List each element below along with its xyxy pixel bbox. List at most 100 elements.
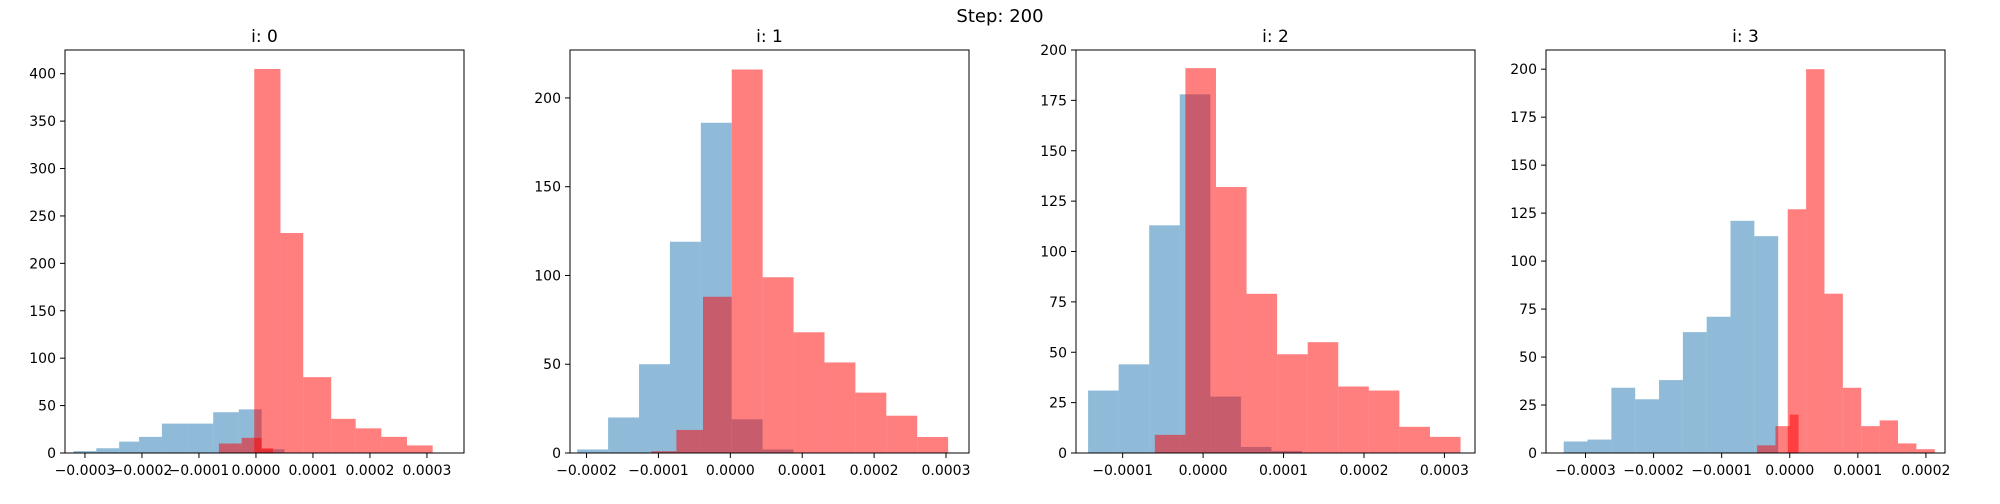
xtick-label-1-3: 0.0001 (778, 463, 827, 479)
bar-blue-4 (1659, 380, 1683, 453)
bar-red-0 (1154, 434, 1186, 453)
bar-red-1 (1185, 68, 1216, 453)
bar-red-2 (703, 296, 732, 453)
bar-red-7 (1861, 426, 1880, 453)
xtick-label-1-2: 0.0000 (706, 463, 755, 479)
ytick-label-1-2: 100 (534, 268, 561, 284)
bar-blue-0 (73, 451, 97, 453)
bar-red-5 (303, 377, 332, 453)
bar-red-9 (917, 437, 949, 453)
subplot-1: i: 1 0 50 100 150 200 −0.0002 −0.0001 0.0000 0.00… (534, 27, 970, 479)
bar-red-6 (1338, 386, 1369, 453)
bar-red-9 (1429, 436, 1461, 453)
bar-blue-3 (139, 436, 162, 453)
subplot-title-2: i: 2 (1262, 27, 1289, 47)
bar-red-4 (1277, 354, 1308, 453)
bar-red-8 (1879, 420, 1899, 453)
subplot-0: i: 0050100150200250300350400−0.0003−0.00… (29, 27, 465, 479)
bar-red-8 (886, 415, 918, 453)
bar-blue-5 (1682, 332, 1707, 453)
figure-suptitle: Step: 200 (956, 6, 1044, 27)
ytick-label-3-3: 75 (1519, 302, 1537, 318)
subplot-title-3: i: 3 (1732, 27, 1759, 47)
xtick-label-0-4: 0.0001 (288, 463, 337, 479)
bar-red-9 (407, 445, 433, 453)
xtick-label-1-5: 0.0003 (921, 463, 970, 479)
bar-red-7 (1368, 390, 1400, 453)
bars-1 (577, 69, 949, 453)
ytick-label-1-1: 50 (543, 357, 561, 373)
bar-blue-1 (1118, 364, 1150, 453)
ytick-label-0-2: 100 (29, 351, 56, 367)
ytick-label-0-0: 0 (47, 446, 56, 462)
bar-blue-6 (1706, 316, 1731, 453)
ytick-label-2-4: 100 (1040, 245, 1067, 261)
bar-red-6 (331, 418, 356, 453)
ytick-label-3-2: 50 (1519, 350, 1537, 366)
bar-red-2 (1215, 187, 1247, 453)
axes-frame-0 (64, 49, 465, 454)
bar-red-7 (355, 428, 382, 453)
bar-blue-5 (187, 423, 214, 453)
bar-blue-8 (1754, 236, 1779, 453)
xtick-label-0-1: −0.0002 (112, 463, 173, 479)
bar-red-6 (824, 362, 856, 453)
bar-red-3 (1787, 209, 1807, 453)
bar-red-0 (651, 451, 677, 453)
bar-red-4 (1806, 69, 1825, 453)
bar-red-3 (1246, 293, 1278, 453)
ytick-label-3-8: 200 (1510, 62, 1537, 78)
bar-red-1 (676, 429, 703, 453)
bar-red-3 (254, 68, 281, 453)
ytick-label-2-3: 75 (1049, 295, 1067, 311)
xtick-label-3-1: −0.0002 (1623, 463, 1684, 479)
bar-blue-1 (96, 448, 120, 453)
ytick-label-2-5: 125 (1040, 194, 1067, 210)
subplot-2: i: 2 0 25 50 75 100 125 150 175 200 −0.0001 0.0000 0… (1040, 27, 1476, 479)
bar-red-6 (1842, 387, 1862, 453)
ytick-label-1-4: 200 (534, 91, 561, 107)
bar-blue-3 (669, 241, 701, 453)
ytick-label-0-1: 50 (38, 399, 56, 415)
bar-blue-2 (1611, 387, 1636, 453)
bar-red-0 (218, 443, 242, 453)
bar-blue-1 (608, 417, 640, 453)
bars-2 (1088, 68, 1461, 453)
bar-red-5 (793, 332, 825, 453)
bar-red-4 (762, 277, 794, 453)
ytick-label-0-5: 250 (29, 209, 56, 225)
xtick-label-0-0: −0.0003 (55, 463, 116, 479)
bar-red-8 (1399, 426, 1430, 453)
bars-3 (1563, 69, 1935, 453)
xtick-label-2-3: 0.0002 (1339, 463, 1388, 479)
ytick-label-3-6: 150 (1510, 158, 1537, 174)
xtick-label-1-1: −0.0001 (628, 463, 689, 479)
ytick-label-1-0: 0 (552, 446, 561, 462)
bar-red-8 (381, 436, 407, 453)
ytick-label-0-3: 150 (29, 304, 56, 320)
subplot-3: i: 3 0 25 50 75 100 125 150 175 200 −0.0003 −0.0002… (1510, 27, 1950, 479)
ytick-label-2-8: 200 (1040, 43, 1067, 59)
ytick-label-2-7: 175 (1040, 93, 1067, 109)
bar-blue-7 (1730, 220, 1755, 453)
xtick-label-2-1: 0.0000 (1179, 463, 1228, 479)
ytick-label-2-1: 25 (1049, 396, 1067, 412)
bar-blue-1 (1587, 439, 1612, 453)
ytick-label-3-4: 100 (1510, 254, 1537, 270)
xtick-label-0-3: 0.0000 (231, 463, 280, 479)
bar-blue-2 (639, 364, 670, 453)
bar-red-10 (1916, 449, 1935, 453)
xtick-label-3-0: −0.0003 (1555, 463, 1616, 479)
bar-blue-2 (119, 441, 140, 453)
bar-red-9 (1898, 443, 1917, 453)
subplot-title-0: i: 0 (251, 27, 278, 47)
bar-red-5 (1307, 342, 1339, 453)
ytick-label-3-0: 0 (1528, 446, 1537, 462)
ytick-label-2-6: 150 (1040, 144, 1067, 160)
xtick-label-0-6: 0.0003 (402, 463, 451, 479)
ytick-label-0-6: 300 (29, 162, 56, 178)
bar-blue-4 (161, 423, 188, 453)
ytick-label-2-2: 50 (1049, 345, 1067, 361)
